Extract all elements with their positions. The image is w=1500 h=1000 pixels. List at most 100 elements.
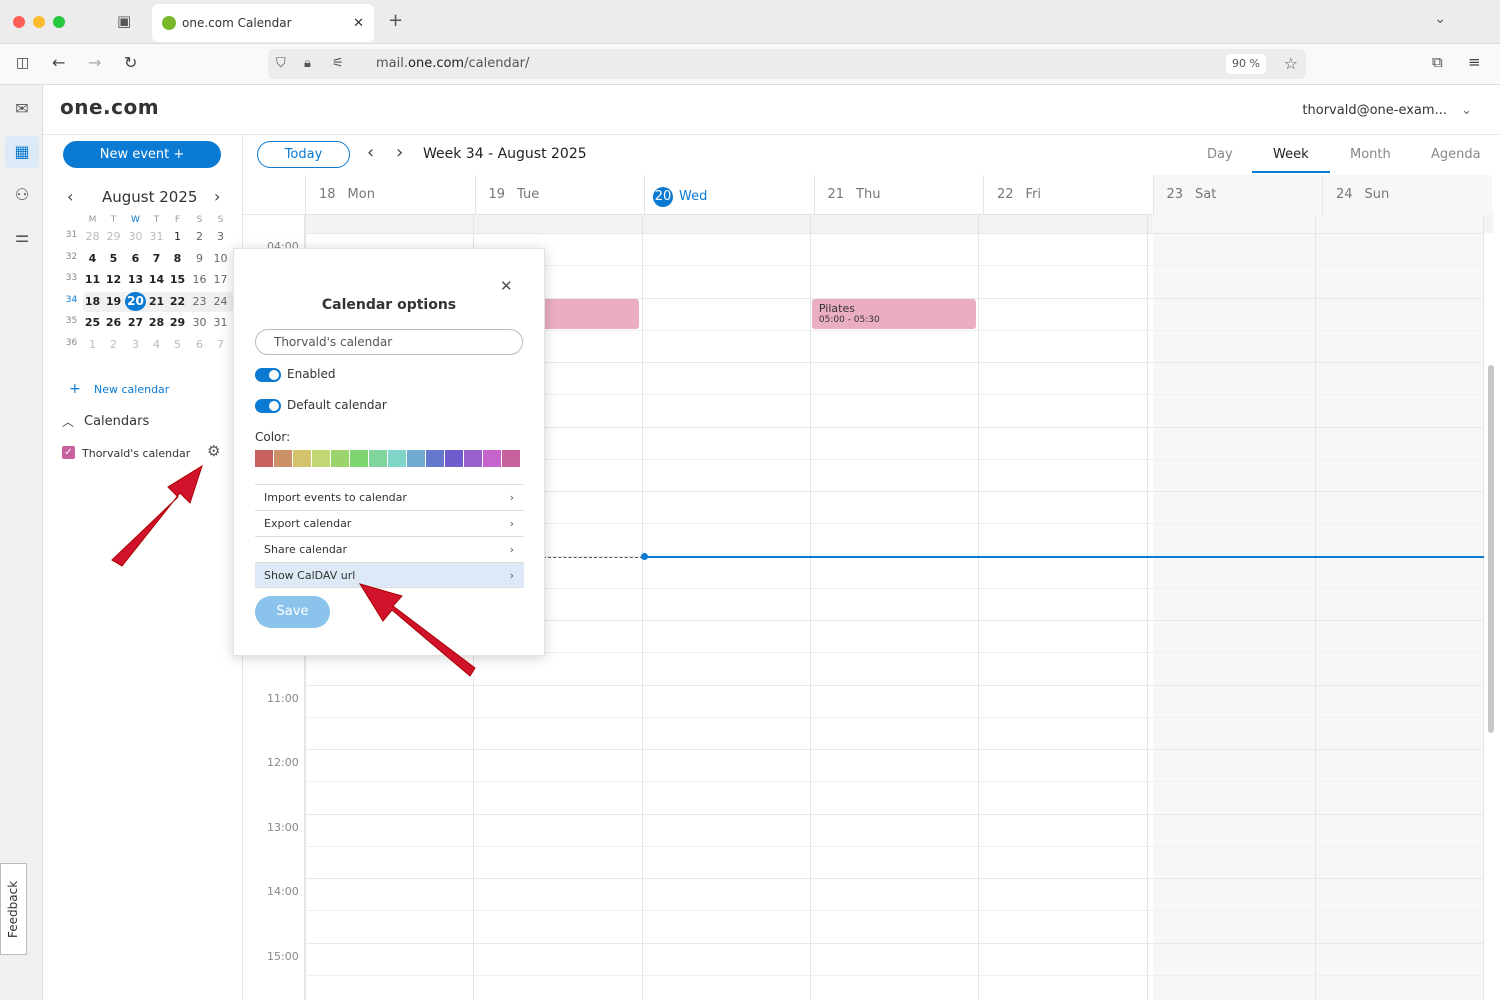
sidebar-toggle-icon[interactable]: ◫: [16, 55, 30, 71]
mini-day[interactable]: 3: [132, 337, 139, 351]
browser-tab[interactable]: one.com Calendar ✕: [152, 4, 374, 42]
day-header-thu[interactable]: 21 Thu: [813, 175, 984, 215]
prev-month-button[interactable]: ‹: [67, 187, 74, 206]
week-number[interactable]: 33: [65, 273, 78, 283]
color-swatch[interactable]: [445, 450, 463, 467]
mini-day[interactable]: 7: [217, 337, 224, 351]
color-swatch[interactable]: [255, 450, 273, 467]
mini-day[interactable]: 2: [110, 337, 117, 351]
minimize-window-button[interactable]: [33, 16, 45, 28]
view-day[interactable]: Day: [1207, 147, 1233, 162]
reload-button[interactable]: ↻: [124, 53, 138, 72]
day-header-sat[interactable]: 23 Sat: [1152, 175, 1323, 215]
mini-day[interactable]: 30: [192, 316, 207, 329]
extensions-icon[interactable]: ⧉: [1432, 53, 1443, 71]
day-header-mon[interactable]: 18 Mon: [305, 175, 475, 215]
save-button[interactable]: Save: [255, 596, 330, 628]
menu-icon[interactable]: ≡: [1468, 53, 1481, 71]
mini-day[interactable]: 27: [127, 316, 144, 329]
mini-day[interactable]: 11: [84, 273, 101, 286]
close-window-button[interactable]: [13, 16, 25, 28]
new-event-button[interactable]: New event +: [63, 141, 221, 168]
feedback-button[interactable]: Feedback: [0, 863, 27, 955]
mini-day[interactable]: 31: [149, 230, 164, 243]
mini-day[interactable]: 22: [169, 294, 186, 308]
week-number[interactable]: 31: [65, 230, 78, 240]
show-caldav-url-item[interactable]: Show CalDAV url ›: [255, 562, 524, 588]
mini-day[interactable]: 24: [213, 294, 228, 308]
mini-day[interactable]: 5: [174, 337, 181, 351]
mini-day[interactable]: 19: [105, 294, 122, 308]
tab-overview-icon[interactable]: ▣: [117, 12, 132, 30]
week-number[interactable]: 32: [65, 251, 78, 262]
view-agenda[interactable]: Agenda: [1431, 147, 1481, 162]
day-header-fri[interactable]: 22 Fri: [983, 175, 1153, 215]
url-bar[interactable]: ⛉ 🔒︎ ⚟ mail.one.com/calendar/ 90 % ☆: [268, 49, 1306, 79]
color-swatch[interactable]: [407, 450, 425, 467]
forward-button[interactable]: →: [88, 53, 102, 72]
today-button[interactable]: Today: [257, 141, 350, 168]
export-calendar-item[interactable]: Export calendar ›: [255, 510, 524, 536]
mini-day[interactable]: 23: [192, 294, 207, 308]
calendar-checkbox[interactable]: ✓: [62, 446, 75, 459]
default-calendar-toggle[interactable]: [255, 399, 281, 413]
color-swatch[interactable]: [331, 450, 349, 467]
mini-day[interactable]: 6: [196, 337, 203, 351]
mini-day[interactable]: 31: [213, 316, 228, 329]
week-number[interactable]: 36: [65, 337, 78, 348]
color-swatch[interactable]: [426, 450, 444, 467]
calendar-name-input[interactable]: [255, 329, 523, 355]
color-swatch[interactable]: [483, 450, 501, 467]
mini-day[interactable]: 1: [174, 230, 181, 243]
mini-day[interactable]: 26: [105, 316, 122, 329]
mini-day[interactable]: 14: [148, 273, 165, 286]
view-week[interactable]: Week: [1273, 147, 1309, 162]
zoom-level[interactable]: 90 %: [1226, 54, 1266, 74]
back-button[interactable]: ←: [52, 53, 66, 72]
user-menu[interactable]: thorvald@one-exam... ⌄: [1302, 103, 1472, 118]
mini-day[interactable]: 9: [196, 251, 203, 265]
color-swatch[interactable]: [312, 450, 330, 467]
close-tab-icon[interactable]: ✕: [353, 15, 364, 31]
mini-day[interactable]: 21: [148, 294, 165, 308]
color-swatch[interactable]: [369, 450, 387, 467]
mini-day[interactable]: 29: [169, 316, 186, 329]
mini-day[interactable]: 1: [89, 337, 96, 351]
mini-day[interactable]: 17: [213, 273, 228, 286]
mini-day-today[interactable]: 20: [125, 291, 146, 311]
calendar-event[interactable]: Pilates 05:00 - 05:30: [811, 298, 976, 329]
mini-day[interactable]: 3: [217, 230, 224, 243]
mini-day[interactable]: 8: [173, 251, 182, 265]
next-month-button[interactable]: ›: [214, 187, 221, 206]
new-calendar-link[interactable]: New calendar: [94, 383, 170, 396]
tab-list-chevron-icon[interactable]: ⌄: [1434, 11, 1446, 27]
close-icon[interactable]: ✕: [500, 277, 513, 295]
mini-day[interactable]: 5: [109, 251, 118, 265]
mini-day[interactable]: 28: [85, 230, 100, 243]
mini-day[interactable]: 2: [196, 230, 203, 243]
settings-sliders-icon[interactable]: ⚌: [14, 227, 30, 246]
scrollbar[interactable]: [1488, 365, 1494, 733]
color-swatch[interactable]: [274, 450, 292, 467]
day-header-tue[interactable]: 19 Tue: [474, 175, 645, 215]
color-swatch[interactable]: [350, 450, 368, 467]
calendars-heading[interactable]: Calendars: [84, 414, 150, 429]
mini-day[interactable]: 28: [148, 316, 165, 329]
week-number[interactable]: 35: [65, 316, 78, 326]
mini-day[interactable]: 6: [131, 251, 140, 265]
color-swatch[interactable]: [502, 450, 520, 467]
mini-day[interactable]: 4: [88, 251, 97, 265]
calendar-settings-gear-icon[interactable]: ⚙: [207, 442, 221, 460]
enabled-toggle[interactable]: [255, 368, 281, 382]
prev-week-button[interactable]: ‹: [367, 142, 375, 163]
contacts-icon[interactable]: ⚇: [14, 185, 30, 204]
calendar-icon[interactable]: ▦: [5, 136, 39, 168]
mini-day[interactable]: 25: [84, 316, 101, 329]
mini-day[interactable]: 15: [169, 273, 186, 286]
day-header-wed[interactable]: 20 Wed: [644, 175, 814, 215]
import-events-item[interactable]: Import events to calendar ›: [255, 484, 524, 510]
mini-day[interactable]: 13: [127, 273, 144, 286]
new-tab-button[interactable]: +: [388, 10, 404, 31]
color-swatch[interactable]: [464, 450, 482, 467]
calendar-name[interactable]: Thorvald's calendar: [82, 447, 191, 460]
